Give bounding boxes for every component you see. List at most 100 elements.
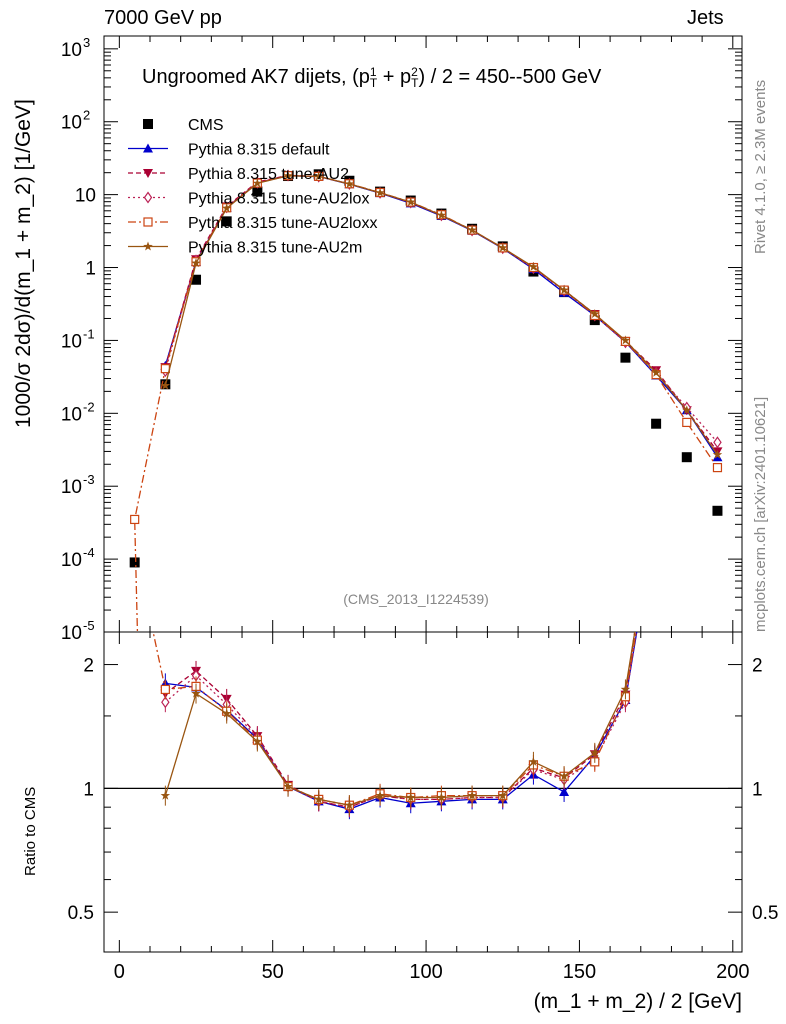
chart-title-mid: + p bbox=[377, 66, 412, 88]
ratio-point bbox=[191, 688, 201, 698]
y-tick-exponent: -1 bbox=[83, 326, 95, 341]
legend-marker bbox=[143, 169, 153, 178]
main-y-axis-label: 1000/σ 2dσ)/d(m_1 + m_2) [1/GeV] bbox=[12, 99, 35, 428]
cms-data-point bbox=[681, 452, 692, 463]
series-point bbox=[713, 436, 722, 449]
series-point bbox=[436, 210, 447, 220]
y-tick-exponent: -2 bbox=[83, 399, 95, 414]
ratio-line bbox=[164, 632, 636, 808]
cms-data-point bbox=[129, 557, 140, 568]
series-point bbox=[682, 405, 692, 415]
ratio-line bbox=[152, 632, 637, 806]
y-tick-exponent: -3 bbox=[83, 472, 95, 487]
ratio-point bbox=[528, 756, 539, 766]
series-point bbox=[406, 197, 416, 207]
legend-label: Pythia 8.315 default bbox=[188, 142, 330, 159]
legend-marker bbox=[143, 119, 153, 129]
title-sub-2: T bbox=[411, 75, 419, 90]
ratio-point bbox=[559, 771, 569, 781]
ratio-y-tick-label: 1 bbox=[83, 779, 94, 800]
ratio-y-tick-label: 0.5 bbox=[68, 903, 94, 924]
ratio-point bbox=[344, 800, 355, 810]
ratio-y-tick-label-right: 0.5 bbox=[752, 903, 778, 924]
legend-marker bbox=[143, 191, 153, 204]
ratio-point bbox=[160, 790, 171, 800]
ratio-y-tick-label: 2 bbox=[83, 656, 94, 677]
series-point bbox=[252, 178, 263, 188]
y-tick-label: 10 bbox=[61, 331, 82, 352]
title-sub-1: T bbox=[369, 75, 378, 90]
x-axis-label: (m_1 + m_2) / 2 [GeV] bbox=[534, 990, 742, 1013]
ratio-line bbox=[165, 632, 638, 810]
cms-data-point bbox=[191, 274, 202, 285]
ratio-plot-frame bbox=[103, 631, 743, 953]
x-tick-label: 200 bbox=[716, 961, 749, 983]
ratio-point bbox=[314, 794, 324, 804]
ratio-y-tick-label-right: 1 bbox=[752, 779, 763, 800]
series-ratio-1 bbox=[160, 632, 638, 820]
legend-label: Pythia 8.315 tune-AU2 bbox=[188, 166, 349, 183]
legend-entry-2: Pythia 8.315 tune-AU2 bbox=[128, 166, 349, 183]
y-tick-exponent: 2 bbox=[83, 108, 90, 123]
title-sup-2: 2 bbox=[411, 64, 418, 79]
series-point bbox=[221, 203, 232, 213]
y-tick-label: 10 bbox=[61, 623, 82, 644]
y-tick-label: 10 bbox=[61, 404, 82, 425]
y-tick-label: 1 bbox=[85, 259, 96, 280]
y-tick-exponent: 3 bbox=[83, 35, 90, 50]
ratio-point bbox=[375, 790, 385, 800]
legend-entry-5: Pythia 8.315 tune-AU2m bbox=[128, 240, 362, 257]
ratio-point bbox=[590, 747, 600, 757]
chart-title-post: ) / 2 = 450--500 GeV bbox=[418, 66, 602, 88]
ratio-point bbox=[467, 790, 477, 800]
ratio-point bbox=[498, 790, 508, 800]
y-tick-exponent: -5 bbox=[83, 618, 95, 633]
analysis-name: (CMS_2013_I1224539) bbox=[343, 591, 489, 607]
series-point bbox=[712, 463, 723, 473]
series-point bbox=[160, 364, 170, 374]
series-point bbox=[528, 261, 539, 271]
chart-title: Ungroomed AK7 dijets, (p 1 T + p 2 T) / 2 = … bbox=[142, 66, 601, 89]
legend-entry-0: CMS bbox=[143, 117, 224, 134]
header-beam-label: 7000 GeV pp bbox=[104, 7, 222, 29]
series-ratio-3 bbox=[161, 632, 637, 818]
legend-marker bbox=[143, 143, 153, 153]
legend-marker bbox=[143, 241, 153, 251]
ratio-point bbox=[620, 684, 631, 694]
legend-label: CMS bbox=[188, 117, 224, 134]
ratio-point bbox=[559, 786, 570, 796]
legend-entry-3: Pythia 8.315 tune-AU2lox bbox=[128, 191, 369, 208]
series-point bbox=[344, 179, 355, 188]
cms-data-point bbox=[221, 216, 232, 227]
title-sup-1: 1 bbox=[369, 64, 377, 79]
x-tick-label: 50 bbox=[262, 961, 284, 983]
ratio-point bbox=[161, 696, 170, 709]
y-tick-label: 10 bbox=[75, 186, 96, 207]
x-tick-label: 100 bbox=[409, 961, 442, 983]
ratio-point bbox=[221, 708, 232, 718]
series-point bbox=[160, 380, 171, 390]
mcplots-label: mcplots.cern.ch [arXiv:2401.10621] bbox=[752, 396, 769, 632]
legend-entry-1: Pythia 8.315 default bbox=[128, 142, 330, 159]
legend-marker bbox=[143, 217, 153, 227]
series-point bbox=[498, 242, 508, 252]
y-tick-label: 10 bbox=[61, 550, 82, 571]
series-point bbox=[375, 187, 385, 197]
ratio-point bbox=[406, 792, 416, 802]
rivet-version-label: Rivet 4.1.0, ≥ 2.3M events bbox=[752, 79, 769, 254]
series-point bbox=[283, 170, 293, 180]
y-tick-label: 10 bbox=[61, 113, 82, 134]
series-point bbox=[130, 514, 140, 525]
series-main-5 bbox=[160, 170, 723, 459]
legend-label: Pythia 8.315 tune-AU2m bbox=[188, 240, 362, 257]
x-tick-label: 0 bbox=[114, 961, 125, 983]
legend-label: Pythia 8.315 tune-AU2lox bbox=[188, 191, 369, 208]
series-point bbox=[590, 309, 600, 319]
ratio-point bbox=[252, 736, 263, 746]
series-point bbox=[314, 171, 324, 181]
legend-label: Pythia 8.315 tune-AU2loxx bbox=[188, 215, 377, 232]
cms-data-point bbox=[620, 352, 631, 363]
y-tick-label: 10 bbox=[61, 40, 82, 61]
ratio-y-tick-label-right: 2 bbox=[752, 656, 763, 677]
